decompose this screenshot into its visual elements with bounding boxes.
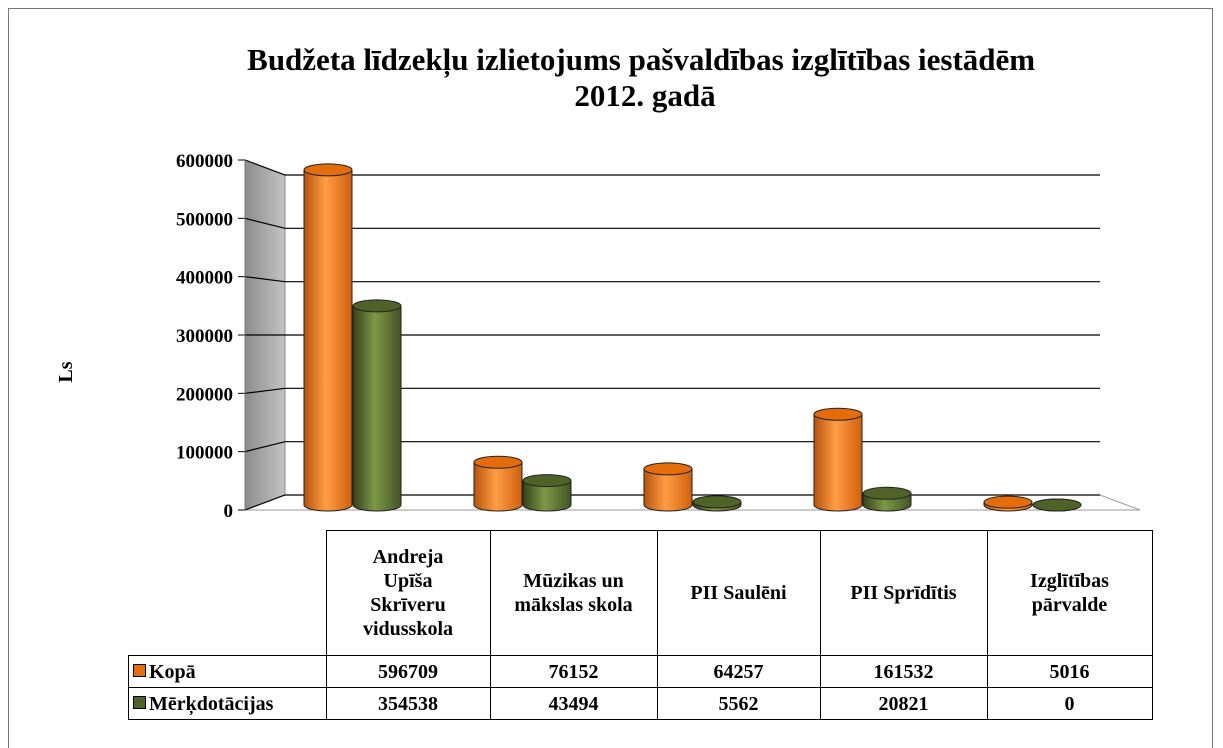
blank-cell (128, 530, 327, 656)
bar-top (303, 163, 353, 177)
y-tick-label: 600000 (176, 151, 233, 172)
bar-top (813, 407, 863, 421)
value-cell: 43494 (489, 687, 658, 720)
legend-key (133, 663, 146, 677)
bar-top (1032, 498, 1082, 512)
value-cell: 20821 (819, 687, 988, 720)
value-cell: 161532 (819, 655, 988, 688)
chart-frame (8, 8, 1213, 748)
y-axis-label: Ls (55, 361, 77, 382)
bar-top (473, 455, 523, 469)
y-tick-label: 0 (224, 501, 234, 522)
value-cell: 64257 (656, 655, 821, 688)
data-table: Andreja Upīša Skrīveru vidusskola Mūzikas… (128, 530, 1153, 720)
bar-top (352, 299, 402, 313)
value-cell: 5016 (986, 655, 1153, 688)
legend-key (133, 695, 146, 709)
value-cell: 596709 (325, 655, 491, 688)
category-cell: Mūzikas un mākslas skola (489, 530, 658, 656)
grid-line (244, 387, 1100, 394)
y-tick-label: 300000 (176, 326, 233, 347)
header-row: Andreja Upīša Skrīveru vidusskola Mūzikas… (128, 530, 1153, 656)
category-label: Andreja Upīša Skrīveru vidusskola (362, 546, 454, 640)
category-label: Mūzikas un mākslas skola (514, 570, 633, 616)
series-label-cell: Mērķdotācijas (128, 687, 327, 720)
value-cell: 354538 (325, 687, 491, 720)
category-cell: PII Sprīdītis (819, 530, 988, 656)
category-cell: Izglītības pārvalde (986, 530, 1153, 656)
title-line: 2012. gadā (574, 78, 716, 113)
grid-line (244, 276, 1100, 283)
y-tick-label: 200000 (176, 384, 233, 405)
legend-label: Mērķdotācijas (149, 692, 274, 715)
legend-label: Kopā (149, 660, 196, 683)
series-label-cell: Kopā (128, 655, 327, 688)
category-label: PII Sprīdītis (850, 582, 957, 604)
series-row: Kopā 596709 76152 64257 161532 5016 (128, 655, 1153, 688)
value-cell: 0 (986, 687, 1153, 720)
chart-title: Budžeta līdzekļu izlietojums pašvaldības… (247, 42, 1043, 113)
category-cell: PII Saulēni (656, 530, 821, 656)
bar-top (862, 486, 912, 500)
y-tick-label: 500000 (176, 209, 233, 230)
bar (304, 169, 352, 505)
category-label: Izglītības pārvalde (1030, 570, 1109, 616)
grid-line (244, 159, 1100, 176)
bar (814, 414, 862, 505)
y-tick-label: 400000 (176, 268, 233, 289)
grid-line (244, 217, 1100, 229)
category-cell: Andreja Upīša Skrīveru vidusskola (325, 530, 491, 656)
bar (353, 305, 401, 505)
bar (474, 462, 522, 505)
y-tick-label: 100000 (176, 443, 233, 464)
series-row: Mērķdotācijas 354538 43494 5562 20821 0 (128, 687, 1153, 720)
bar-top (643, 462, 693, 476)
bar-top (983, 495, 1033, 509)
value-cell: 5562 (656, 687, 821, 720)
value-cell: 76152 (489, 655, 658, 688)
bar-top (522, 474, 572, 488)
bar-top (692, 495, 742, 509)
category-label: PII Saulēni (690, 582, 787, 604)
title-line: Budžeta līdzekļu izlietojums pašvaldības… (247, 42, 1035, 78)
